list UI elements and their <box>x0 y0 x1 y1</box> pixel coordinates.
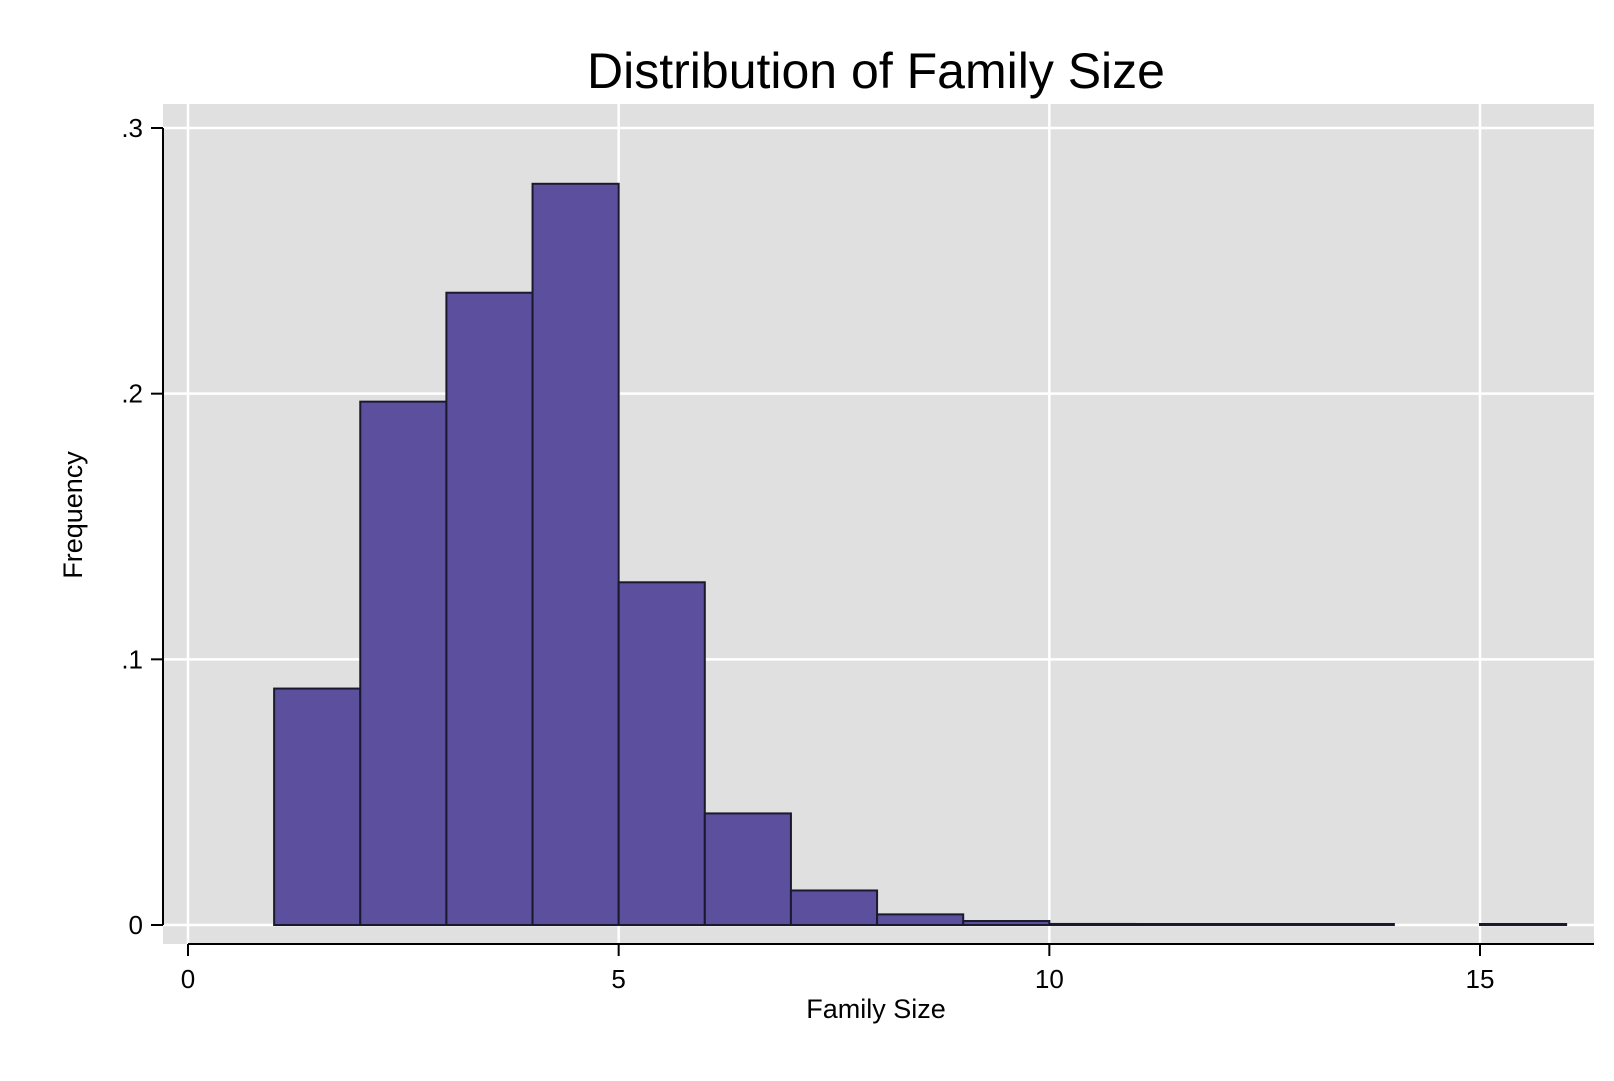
x-tick-label: 10 <box>1035 964 1064 994</box>
histogram-bar <box>789 889 879 926</box>
y-axis-title: Frequency <box>58 451 88 579</box>
histogram-bar <box>1048 922 1137 926</box>
y-tick-label: .3 <box>121 113 143 143</box>
y-tick-label: 0 <box>129 910 143 940</box>
histogram-bar <box>1220 923 1309 926</box>
x-axis-title: Family Size <box>806 994 946 1024</box>
y-tick-label: .1 <box>121 644 143 674</box>
x-tick-label: 0 <box>181 964 195 994</box>
x-tick-label: 5 <box>611 964 625 994</box>
histogram-bar <box>1479 923 1568 926</box>
histogram-bar <box>273 687 362 926</box>
histogram-bar <box>876 913 965 927</box>
bars <box>273 182 1568 927</box>
histogram-bar <box>703 812 792 926</box>
histogram-bar <box>531 182 620 927</box>
histogram-bar <box>1134 923 1223 926</box>
y-tick-label: .2 <box>121 379 143 409</box>
histogram-bar <box>1306 923 1395 926</box>
chart-title: Distribution of Family Size <box>587 43 1165 99</box>
histogram-bar <box>617 581 706 926</box>
x-tick-label: 15 <box>1466 964 1495 994</box>
histogram-bar <box>359 400 448 926</box>
axes: 0 .1 .2 .3 0 5 10 15 <box>121 113 1594 994</box>
histogram-bar <box>962 920 1051 927</box>
histogram-bar <box>445 291 534 927</box>
